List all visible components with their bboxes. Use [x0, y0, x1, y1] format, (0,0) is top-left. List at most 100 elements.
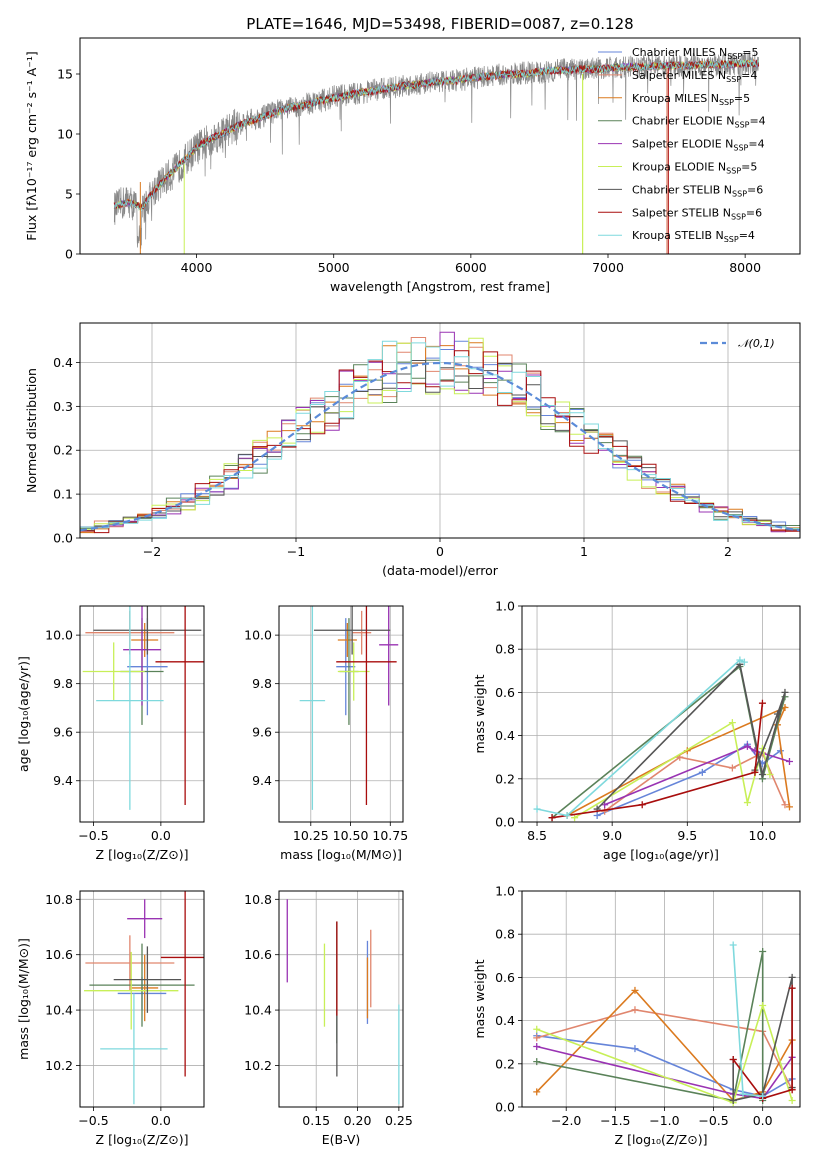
- x-tick-label: 10.0: [749, 828, 777, 843]
- legend-entry-count: =6: [746, 206, 762, 219]
- legend-entry-count: =5: [734, 92, 750, 105]
- y-tick-label: 10.6: [45, 947, 73, 962]
- y-tick-label: 0.0: [495, 1100, 515, 1115]
- legend-entry-subscript: SSP: [733, 144, 748, 153]
- legend-entry-label: Chabrier ELODIE N: [632, 115, 734, 128]
- mass-age-panel: 10.25 10.50 10.75 9.4 9.6 9.8 10.0 mass [log₁₀(…: [244, 605, 408, 862]
- y-tick-label: 10.0: [244, 628, 272, 643]
- y-tick-label: 15: [57, 67, 73, 82]
- legend-entry-label: Salpeter STELIB N: [632, 206, 731, 219]
- weight-point-marker: [631, 986, 639, 994]
- legend-entry-label: Kroupa STELIB N: [632, 229, 724, 242]
- legend-entry-subscript: SSP: [726, 167, 741, 176]
- weight-point-marker: [759, 1092, 767, 1100]
- x-tick-label: −2.0: [551, 1113, 581, 1128]
- weight-point-marker: [785, 758, 793, 766]
- weight-line-5: [574, 721, 771, 819]
- weight-point-marker: [743, 742, 751, 750]
- legend-entry-label: Salpeter MILES N: [632, 69, 726, 82]
- y-tick-label: 0.8: [495, 927, 515, 942]
- axes-frame: [278, 605, 404, 823]
- weight-point-marker: [631, 1045, 639, 1053]
- legend-entry-5: Kroupa ELODIE NSSP=5: [632, 161, 757, 176]
- weight-point-marker: [728, 764, 736, 772]
- legend-entry-label: Salpeter ELODIE N: [632, 138, 733, 151]
- x-tick-label: 5000: [318, 260, 350, 275]
- model-spectrum-line-7: [113, 58, 760, 211]
- legend-entry-count: =5: [741, 161, 757, 174]
- weight-line-8: [536, 659, 745, 817]
- y-tick-label: 0.0: [495, 815, 515, 830]
- x-tick-label: 10.75: [372, 828, 408, 843]
- y-tick-label: 1.0: [495, 884, 515, 899]
- weight-point-marker: [758, 770, 766, 778]
- legend-entry-subscript: SSP: [719, 98, 734, 107]
- weight-point-marker: [740, 658, 748, 666]
- x-tick-label: 0.25: [385, 1113, 413, 1128]
- weight-point-marker: [593, 812, 601, 820]
- x-axis-label: wavelength [Angstrom, rest frame]: [330, 279, 550, 294]
- axes-frame: [278, 890, 404, 1108]
- weight-point-marker: [766, 770, 774, 778]
- x-axis-label: Z [log₁₀(Z/Z⊙)]: [615, 1132, 708, 1147]
- x-tick-label: −0.5: [698, 1113, 728, 1128]
- y-tick-label: 0.4: [495, 1013, 515, 1028]
- legend-entry-3: Chabrier ELODIE NSSP=4: [632, 115, 766, 130]
- metallicity-mass-panel: −0.5 0.0 10.2 10.4 10.6 10.8 Z [log₁₀(Z/Z⊙)] ma…: [16, 890, 205, 1147]
- legend-entry-subscript: SSP: [724, 235, 739, 244]
- legend-entry-7: Salpeter STELIB NSSP=6: [632, 206, 762, 221]
- y-axis-label: age [log₁₀(age/yr)]: [16, 656, 31, 772]
- weight-line-4: [536, 1045, 793, 1100]
- legend-entry-count: =6: [747, 183, 763, 196]
- y-tick-label: 0.2: [495, 771, 515, 786]
- y-tick-label: 9.8: [252, 676, 272, 691]
- x-tick-label: 1: [580, 544, 588, 559]
- y-tick-label: 5: [65, 187, 73, 202]
- y-axis-label: mass weight: [472, 959, 487, 1038]
- y-tick-label: 0: [65, 247, 73, 262]
- weight-point-marker: [533, 1025, 541, 1033]
- legend-entry-2: Kroupa MILES NSSP=5: [632, 92, 750, 107]
- weight-line-4: [604, 745, 790, 806]
- weight-point-marker: [759, 1001, 767, 1009]
- y-tick-label: 10.2: [45, 1058, 73, 1073]
- axes-frame: [79, 322, 801, 539]
- y-tick-label: 0.0: [53, 531, 73, 546]
- x-tick-label: −1.0: [649, 1113, 679, 1128]
- y-tick-label: 0.6: [495, 685, 515, 700]
- x-tick-label: 9.0: [602, 828, 622, 843]
- y-axis-label: mass weight: [472, 674, 487, 753]
- histogram-step-8: [80, 340, 800, 530]
- x-axis-label: Z [log₁₀(Z/Z⊙)]: [96, 1132, 189, 1147]
- plot-area: [533, 941, 796, 1107]
- legend-entry-normal: 𝒩(0,1): [738, 337, 775, 350]
- y-tick-label: 10.0: [45, 628, 73, 643]
- ebv-mass-panel: 0.15 0.20 0.25 10.2 10.4 10.6 10.8 E(B-V): [244, 890, 413, 1147]
- weight-point-marker: [751, 768, 759, 776]
- weight-point-marker: [729, 941, 737, 949]
- y-tick-label: 10.6: [244, 947, 272, 962]
- weight-point-marker: [759, 947, 767, 955]
- x-tick-label: −1.5: [600, 1113, 630, 1128]
- x-axis-label: E(B-V): [322, 1132, 361, 1147]
- legend-entry-0: Chabrier MILES NSSP=5: [632, 46, 758, 61]
- x-tick-label: 2: [724, 544, 732, 559]
- legend-entry-subscript: SSP: [732, 189, 747, 198]
- legend-entry-subscript: SSP: [726, 75, 741, 84]
- legend-entry-label: Kroupa ELODIE N: [632, 161, 726, 174]
- x-axis-label: (data-model)/error: [382, 563, 499, 578]
- y-tick-label: 9.8: [53, 676, 73, 691]
- weight-line-7: [732, 988, 793, 1100]
- x-tick-label: −0.5: [78, 828, 108, 843]
- model-spectrum-line-8: [113, 58, 759, 212]
- legend-entry-count: =4: [749, 115, 765, 128]
- weight-point-marker: [638, 801, 646, 809]
- plot-area: [533, 656, 793, 822]
- weight-point-marker: [781, 688, 789, 696]
- weight-line-3: [536, 951, 764, 1102]
- x-tick-label: 4000: [181, 260, 213, 275]
- weight-line-6: [596, 662, 786, 810]
- y-tick-label: 0.1: [53, 487, 73, 502]
- legend-entry-count: =5: [742, 46, 758, 59]
